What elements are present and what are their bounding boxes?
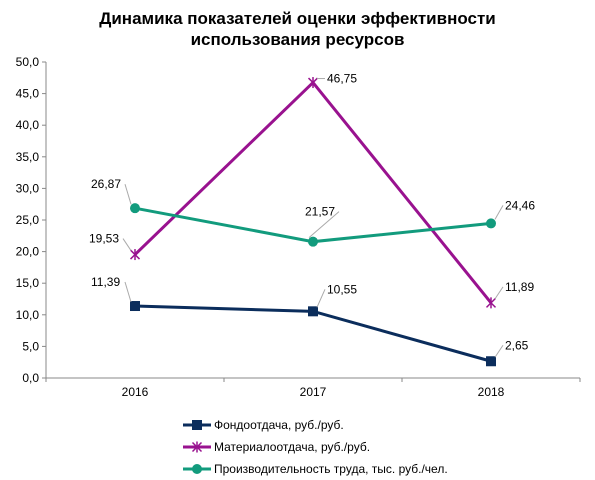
y-tick-label: 20,0 [16,245,40,259]
x-tick-label: 2018 [478,385,505,399]
legend-marker-star [183,441,211,453]
y-tick-label: 25,0 [16,213,40,227]
y-tick-label: 40,0 [16,118,40,132]
legend-marker-circle [183,464,211,474]
label-leader [316,289,326,308]
y-tick-label: 35,0 [16,150,40,164]
y-tick-label: 15,0 [16,276,40,290]
legend-marker [192,464,202,474]
label-leader [494,344,504,358]
series-2: 26,87 21,57 24,46 [91,177,535,247]
legend-marker [191,441,203,453]
legend-item-proizvoditelnost: Производительность труда, тыс. руб./чел. [183,458,448,480]
data-point [130,301,140,312]
chart-title-line-1: Динамика показателей оценки эффективност… [99,9,496,28]
legend: Фондоотдача, руб./руб. Материалоотдача, … [183,414,448,480]
label-leader [494,205,504,220]
legend-item-fondootdacha: Фондоотдача, руб./руб. [183,414,448,436]
label-leader [122,238,132,251]
series-line [133,80,493,304]
data-label: 21,57 [305,205,335,219]
data-point [308,306,318,317]
legend-label: Производительность труда, тыс. руб./чел. [214,462,448,476]
y-tick-label: 45,0 [16,87,40,101]
series-1: 19,53 46,75 11,89 [89,72,534,309]
data-label: 19,53 [89,232,119,246]
data-point [130,203,140,214]
legend-label: Материалоотдача, руб./руб. [214,440,371,454]
data-point [486,356,496,367]
y-tick-label: 10,0 [16,308,40,322]
data-point [308,236,318,247]
y-tick-label: 30,0 [16,181,40,195]
label-leader [308,211,340,239]
label-leader [124,184,132,205]
data-label: 26,87 [91,177,121,191]
data-label: 2,65 [505,338,529,352]
x-tick-label: 2016 [122,385,149,399]
data-point [307,77,319,89]
y-tick-label: 50,0 [16,55,40,69]
label-leader [494,286,504,300]
chart-title: Динамика показателей оценки эффективност… [0,8,595,50]
data-point [485,297,497,309]
data-label: 46,75 [327,72,357,86]
legend-item-materialootdacha: Материалоотдача, руб./руб. [183,436,448,458]
label-leader [124,281,132,303]
data-point [129,249,141,261]
legend-marker-square [183,420,211,430]
data-point [486,218,496,229]
data-label: 11,39 [91,275,120,289]
data-label: 24,46 [505,198,535,212]
y-tick-label: 5,0 [22,339,39,353]
y-tick-label: 0,0 [22,371,39,385]
legend-label: Фондоотдача, руб./руб. [214,418,344,432]
chart-title-line-2: использования ресурсов [190,30,405,49]
x-tick-label: 2017 [300,385,327,399]
series-0: 11,39 10,55 2,65 [91,275,529,367]
data-label: 10,55 [327,282,357,296]
data-label: 11,89 [505,280,534,294]
legend-marker [192,420,202,430]
